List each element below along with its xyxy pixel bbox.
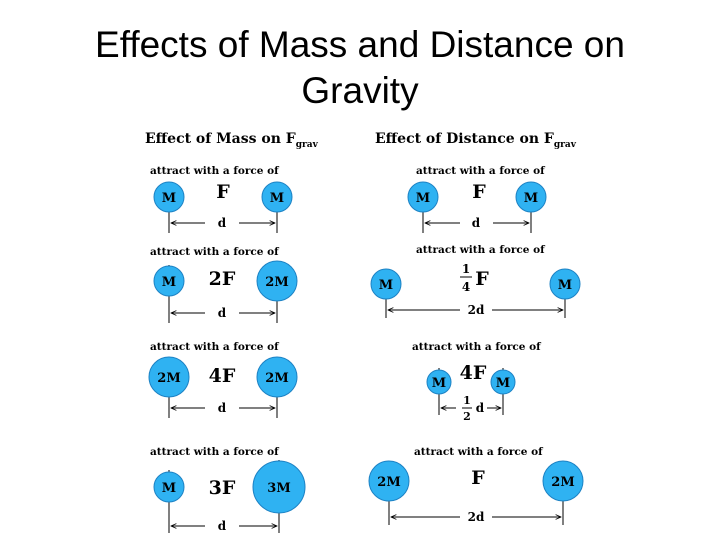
left-row-2-mass-2: 2M xyxy=(265,275,288,290)
mass-ball xyxy=(426,369,452,395)
left-row-2-mass-1: M xyxy=(162,275,176,290)
right-row-2-force-denominator: 4 xyxy=(462,280,470,294)
left-row-3-distance: d xyxy=(218,401,227,415)
right-row-3-distance-unit: d xyxy=(476,401,485,415)
mass-ball xyxy=(407,181,439,213)
left-row-3-mass-2: 2M xyxy=(265,371,288,386)
left-row-2-force: 2F xyxy=(209,268,236,290)
right-row-4: attract with a force of 2M 2M F 2d xyxy=(368,446,584,525)
right-row-1-force: F xyxy=(472,181,486,203)
left-row-4-caption: attract with a force of xyxy=(150,446,280,458)
mass-ball xyxy=(153,181,185,213)
right-row-2-distance: 2d xyxy=(468,303,485,317)
left-row-2-distance: d xyxy=(218,306,227,320)
left-row-1-mass-2: M xyxy=(270,191,284,206)
mass-ball xyxy=(368,460,410,502)
right-row-1-caption: attract with a force of xyxy=(416,165,546,177)
right-row-2: attract with a force of M M 1 4 F 2d xyxy=(370,244,581,318)
right-row-1-mass-1: M xyxy=(416,191,430,206)
title-line-1: Effects of Mass and Distance on xyxy=(95,24,625,65)
left-row-4-mass-1: M xyxy=(162,481,176,496)
right-row-2-force-numerator: 1 xyxy=(462,262,470,276)
right-row-3-mass-2: M xyxy=(496,376,510,391)
right-row-4-caption: attract with a force of xyxy=(414,446,544,458)
mass-ball xyxy=(549,268,581,300)
left-row-1-distance: d xyxy=(218,216,227,230)
right-row-2-caption: attract with a force of xyxy=(416,244,546,256)
left-row-4-distance: d xyxy=(218,519,227,533)
left-row-3: attract with a force of 2M 2M 4F d xyxy=(148,341,298,418)
mass-ball xyxy=(153,471,185,503)
mass-ball xyxy=(256,356,298,398)
right-row-4-distance: 2d xyxy=(468,510,485,524)
mass-ball xyxy=(261,181,293,213)
right-row-4-force: F xyxy=(471,467,485,489)
left-row-1: attract with a force of M M F d xyxy=(150,165,293,233)
right-row-1-mass-2: M xyxy=(524,191,538,206)
left-row-2: attract with a force of M 2M 2F d xyxy=(150,246,298,323)
mass-ball xyxy=(148,356,190,398)
left-row-4-force: 3F xyxy=(209,477,236,499)
right-row-1: attract with a force of M M F d xyxy=(407,165,547,233)
left-row-3-caption: attract with a force of xyxy=(150,341,280,353)
left-row-1-force: F xyxy=(216,181,230,203)
left-panel-heading: Effect of Mass on Fgrav xyxy=(145,131,319,150)
right-row-3-force: 4F xyxy=(460,362,487,384)
right-panel-heading: Effect of Distance on Fgrav xyxy=(375,131,577,150)
mass-ball xyxy=(252,460,306,514)
left-row-4-mass-2: 3M xyxy=(267,481,290,496)
right-row-4-mass-1: 2M xyxy=(377,475,400,490)
right-row-3: attract with a force of M M 4F 1 2 d xyxy=(412,341,542,423)
left-row-1-caption: attract with a force of xyxy=(150,165,280,177)
left-row-3-force: 4F xyxy=(209,365,236,387)
left-row-1-mass-1: M xyxy=(162,191,176,206)
left-row-2-caption: attract with a force of xyxy=(150,246,280,258)
mass-ball xyxy=(490,369,516,395)
right-row-4-mass-2: 2M xyxy=(551,475,574,490)
mass-ball xyxy=(370,268,402,300)
right-row-1-distance: d xyxy=(472,216,481,230)
right-row-3-distance-numerator: 1 xyxy=(463,394,471,407)
left-row-3-mass-1: 2M xyxy=(157,371,180,386)
right-row-2-mass-1: M xyxy=(379,278,393,293)
mass-ball xyxy=(515,181,547,213)
slide-title: Effects of Mass and Distance on Gravity xyxy=(0,22,720,114)
right-row-3-mass-1: M xyxy=(432,376,446,391)
left-row-4: attract with a force of M 3M 3F d xyxy=(150,446,306,533)
mass-ball xyxy=(153,265,185,297)
mass-ball xyxy=(256,260,298,302)
right-row-3-caption: attract with a force of xyxy=(412,341,542,353)
title-line-2: Gravity xyxy=(301,70,419,111)
right-row-2-mass-2: M xyxy=(558,278,572,293)
right-row-3-distance-denominator: 2 xyxy=(463,410,471,423)
right-row-2-force-unit: F xyxy=(475,268,489,290)
mass-ball xyxy=(542,460,584,502)
